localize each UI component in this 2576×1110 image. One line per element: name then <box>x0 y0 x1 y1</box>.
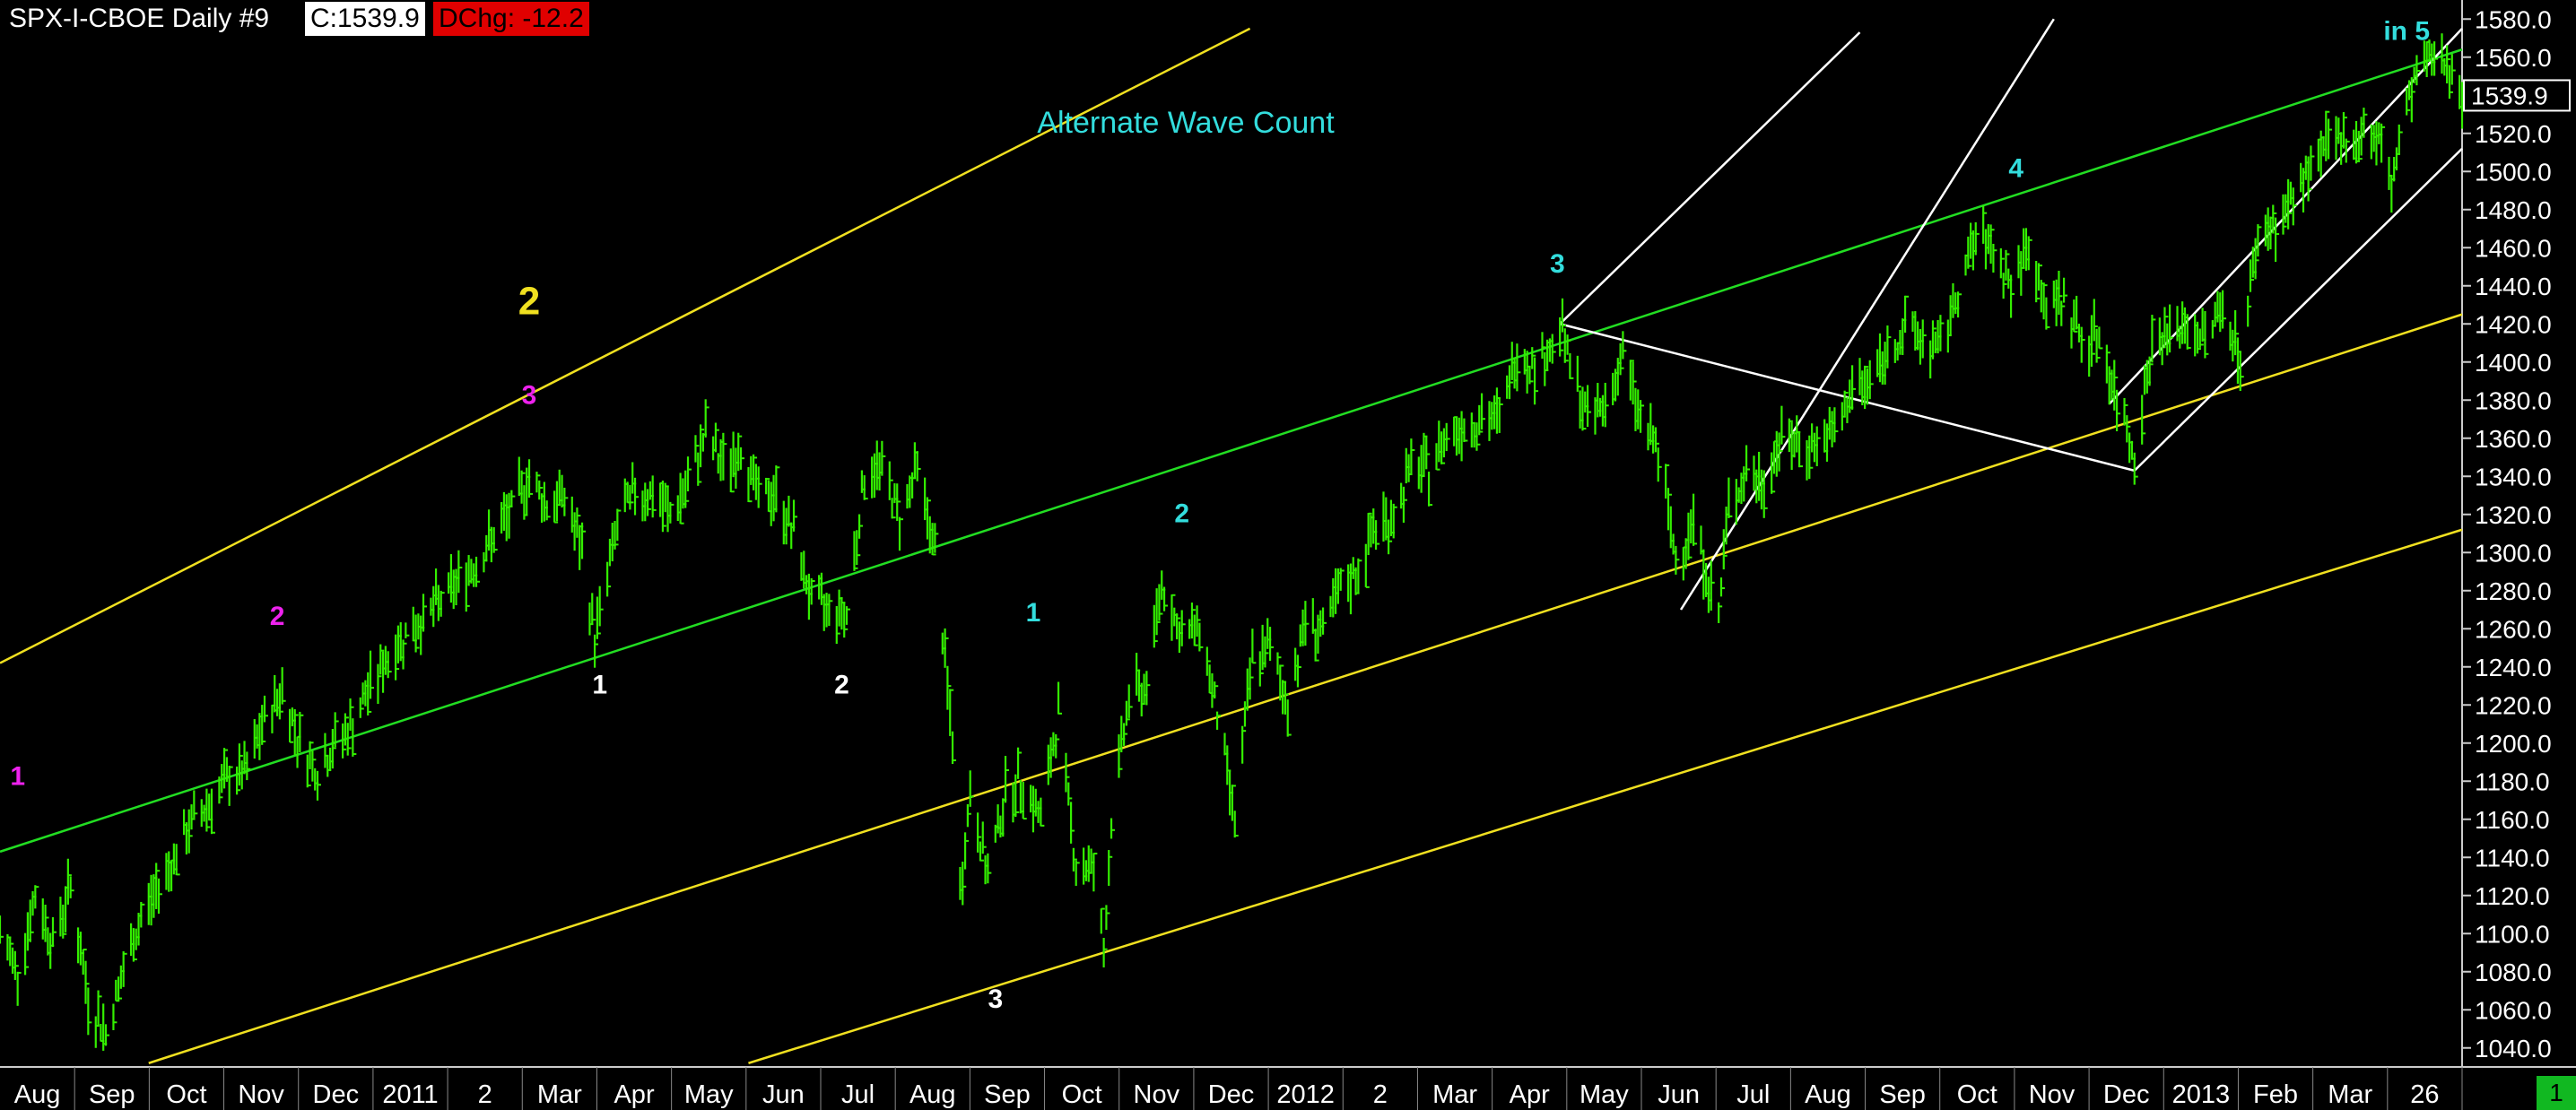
time-tick-label: Sep <box>89 1080 135 1109</box>
time-tick-label: Mar <box>537 1080 582 1109</box>
time-tick-label: Aug <box>14 1080 61 1109</box>
last-price-box <box>2463 79 2571 112</box>
time-tick-label: 2011 <box>382 1080 438 1109</box>
wave-label: 3 <box>1550 249 1565 279</box>
price-tick-label: 1140.0 <box>2475 844 2550 872</box>
time-tick-label: Oct <box>166 1080 206 1109</box>
time-tick-label: Jul <box>841 1080 875 1109</box>
price-tick-label: 1220.0 <box>2475 691 2552 719</box>
time-tick-label: Jul <box>1736 1080 1770 1109</box>
trend-line-yellow <box>748 528 2463 1064</box>
price-tick-label: 1580.0 <box>2475 5 2552 33</box>
time-tick-label: 2012 <box>1276 1080 1335 1109</box>
trend-line-yellow <box>148 313 2463 1064</box>
trend-line-white <box>2133 147 2463 472</box>
price-tick-label: 1440.0 <box>2475 273 2552 300</box>
time-tick-label: Mar <box>2328 1080 2372 1109</box>
time-tick-label: Oct <box>1062 1080 1102 1109</box>
time-tick-label: Nov <box>238 1080 284 1109</box>
price-tick-label: 1260.0 <box>2475 615 2552 643</box>
trend-line-green <box>0 48 2463 854</box>
wave-label: 4 <box>2008 154 2023 184</box>
time-tick-label: Apr <box>1510 1080 1550 1109</box>
price-tick-label: 1500.0 <box>2475 158 2552 186</box>
price-tick-label: 1420.0 <box>2475 310 2552 338</box>
last-price-label: 1539.9 <box>2471 82 2548 109</box>
price-tick-label: 1060.0 <box>2475 996 2552 1024</box>
time-tick-label: Aug <box>1805 1080 1851 1109</box>
time-tick-label: Nov <box>2029 1080 2076 1109</box>
price-tick-label: 1280.0 <box>2475 577 2552 605</box>
price-tick-label: 1240.0 <box>2475 654 2552 681</box>
price-tick-label: 1560.0 <box>2475 44 2552 72</box>
price-tick-label: 1100.0 <box>2475 920 2550 948</box>
trend-line-white <box>1679 18 2055 611</box>
time-tick-label: Apr <box>614 1080 654 1109</box>
time-tick-label: 26 <box>2410 1080 2439 1109</box>
daily-change-badge: DChg: -12.2 <box>433 2 589 36</box>
close-price-badge: C:1539.9 <box>305 2 425 36</box>
trend-line-yellow <box>0 27 1251 664</box>
time-tick-label: Oct <box>1957 1080 1997 1109</box>
price-tick-label: 1080.0 <box>2475 958 2552 986</box>
price-tick-label: 1480.0 <box>2475 196 2552 224</box>
price-tick-label: 1340.0 <box>2475 463 2552 490</box>
time-tick-label: May <box>684 1080 734 1109</box>
time-tick-label: 2013 <box>2172 1080 2231 1109</box>
price-tick-label: 1380.0 <box>2475 386 2552 414</box>
wave-label: 1 <box>592 671 607 700</box>
wave-label: 2 <box>518 280 540 324</box>
time-tick-label: Jun <box>762 1080 805 1109</box>
price-tick-label: 1160.0 <box>2475 806 2550 834</box>
price-tick-label: 1040.0 <box>2475 1035 2552 1062</box>
wave-label: 2 <box>1174 499 1189 528</box>
price-tick-label: 1520.0 <box>2475 120 2552 148</box>
wave-label: 1 <box>1026 598 1041 628</box>
time-tick-label: 2 <box>1373 1080 1388 1109</box>
symbol-label: SPX-I-CBOE Daily #9 <box>9 4 270 33</box>
price-tick-label: 1460.0 <box>2475 234 2552 262</box>
page-number-badge[interactable]: 1 <box>2537 1076 2576 1110</box>
wave-label: 3 <box>988 984 1003 1014</box>
price-tick-label: 1320.0 <box>2475 501 2552 529</box>
price-tick-label: 1300.0 <box>2475 539 2552 567</box>
time-tick-label: Sep <box>1879 1080 1926 1109</box>
time-tick-label: Mar <box>1432 1080 1477 1109</box>
price-tick-label: 1360.0 <box>2475 425 2552 453</box>
time-tick-label: 2 <box>478 1080 492 1109</box>
price-tick-label: 1400.0 <box>2475 349 2552 377</box>
wave-label: 2 <box>834 671 849 700</box>
price-tick-label: 1120.0 <box>2475 882 2550 910</box>
price-tick-label: 1180.0 <box>2475 767 2550 795</box>
wave-label: in 5 <box>2383 17 2430 47</box>
time-tick-label: May <box>1580 1080 1629 1109</box>
time-tick-label: Aug <box>909 1080 956 1109</box>
time-tick-label: Nov <box>1134 1080 1180 1109</box>
wave-label: 3 <box>522 381 537 411</box>
time-tick-label: Dec <box>1208 1080 1255 1109</box>
trend-line-white <box>1559 31 1861 325</box>
time-tick-label: Feb <box>2253 1080 2298 1109</box>
time-tick-label: Jun <box>1658 1080 1700 1109</box>
time-tick-label: Dec <box>2103 1080 2150 1109</box>
wave-label: 2 <box>270 602 285 631</box>
wave-label: 1 <box>10 762 25 792</box>
time-tick-label: Sep <box>984 1080 1031 1109</box>
price-tick-label: 1200.0 <box>2475 730 2552 758</box>
chart-annotation: Alternate Wave Count <box>1037 106 1335 140</box>
time-tick-label: Dec <box>313 1080 360 1109</box>
